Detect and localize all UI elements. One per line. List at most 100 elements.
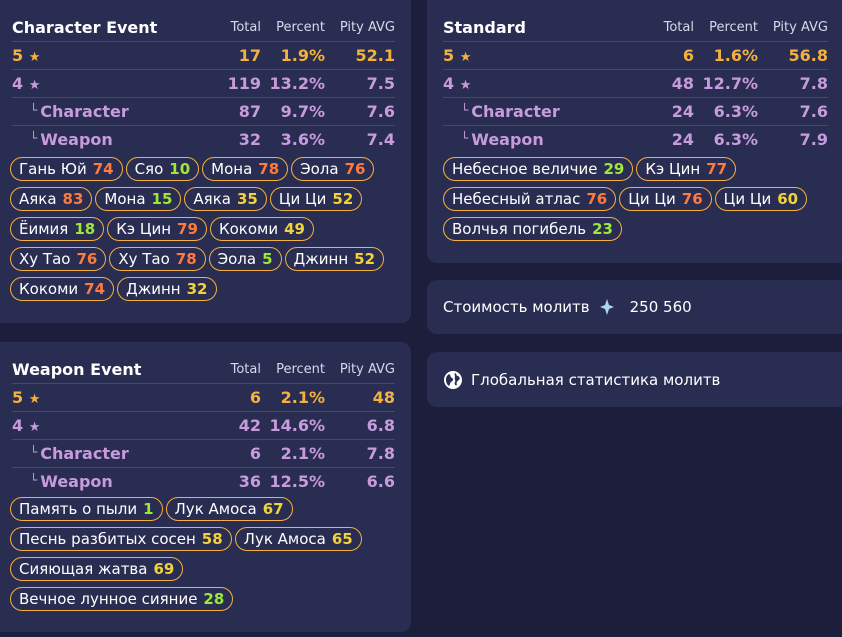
chip-name: Мона	[211, 160, 253, 178]
percent-value: 13.2%	[269, 74, 325, 93]
row-label: Weapon	[471, 130, 544, 149]
branch-icon: └	[30, 131, 38, 145]
globe-icon	[443, 370, 471, 390]
item-chip: Джинн 52	[284, 247, 385, 271]
pity-value: 7.6	[799, 102, 828, 121]
pity-value: 7.4	[366, 130, 395, 149]
chip-name: Кэ Цин	[116, 220, 172, 238]
row-label: Weapon	[40, 130, 113, 149]
item-chip: Песнь разбитых сосен 58	[10, 527, 232, 551]
chip-pity-count: 10	[169, 160, 191, 178]
rarity-label: 5	[443, 46, 455, 65]
chip-name: Аяка	[193, 190, 231, 208]
chip-pity-count: 58	[201, 530, 223, 548]
total-value: 119	[227, 74, 261, 93]
header-percent: Percent	[276, 362, 325, 377]
item-chip: Кокоми 74	[10, 277, 115, 301]
row-label: Weapon	[40, 472, 113, 491]
chip-pity-count: 52	[332, 190, 354, 208]
row-4-star-weapon: └ Weapon 36 12.5% 6.6	[12, 467, 395, 495]
rarity-label: 5	[12, 46, 24, 65]
item-chip: Аяка 35	[184, 187, 267, 211]
chip-pity-count: 5	[262, 250, 273, 268]
item-chip: Сияющая жатва 69	[10, 557, 184, 581]
star-icon: ★	[28, 78, 41, 93]
percent-value: 2.1%	[280, 444, 325, 463]
item-chip: Кэ Цин 77	[636, 157, 737, 181]
total-value: 42	[238, 416, 261, 435]
table-header: Character Event Total Percent Pity AVG	[12, 14, 395, 41]
chip-pity-count: 78	[258, 160, 280, 178]
chip-pity-count: 60	[777, 190, 799, 208]
row-5-star: 5 ★ 6 1.6% 56.8	[443, 41, 828, 69]
chip-pity-count: 65	[331, 530, 353, 548]
percent-value: 12.5%	[269, 472, 325, 491]
percent-value: 6.3%	[713, 130, 758, 149]
header-pity: Pity AVG	[772, 20, 828, 35]
five-star-chip-list: Гань Юй 74 Сяо 10 Мона 78 Эола 76 Аяка 83 Мона 15 Ая…	[10, 157, 401, 304]
percent-value: 2.1%	[280, 388, 325, 407]
chip-name: Кокоми	[218, 220, 279, 238]
primogem-icon	[599, 299, 622, 315]
rarity-label: 4	[12, 74, 24, 93]
total-value: 24	[671, 102, 694, 121]
chip-pity-count: 18	[74, 220, 96, 238]
standard-table: Standard Total Percent Pity AVG 5 ★ 6 1.…	[443, 14, 828, 153]
chip-name: Песнь разбитых сосен	[19, 530, 196, 548]
pity-value: 56.8	[788, 46, 828, 65]
chip-pity-count: 29	[603, 160, 625, 178]
five-star-chip-list: Небесное величие 29 Кэ Цин 77 Небесный атлас…	[443, 157, 832, 244]
chip-name: Ци Ци	[278, 190, 327, 208]
table-header: Weapon Event Total Percent Pity AVG	[12, 356, 395, 383]
chip-name: Кэ Цин	[645, 160, 701, 178]
branch-icon: └	[30, 103, 38, 117]
global-stats-card[interactable]: Глобальная статистика молитв	[427, 352, 842, 407]
branch-icon: └	[30, 445, 38, 459]
chip-pity-count: 76	[681, 190, 703, 208]
star-icon: ★	[28, 50, 41, 65]
pity-value: 7.6	[366, 102, 395, 121]
table-header: Standard Total Percent Pity AVG	[443, 14, 828, 41]
row-4-star-character: └ Character 87 9.7% 7.6	[12, 97, 395, 125]
chip-name: Ци Ци	[628, 190, 676, 208]
item-chip: Эола 76	[291, 157, 375, 181]
total-value: 87	[238, 102, 261, 121]
star-icon: ★	[28, 392, 41, 407]
item-chip: Джинн 32	[117, 277, 217, 301]
item-chip: Сяо 10	[125, 157, 200, 181]
chip-pity-count: 74	[84, 280, 106, 298]
chip-pity-count: 35	[236, 190, 258, 208]
chip-name: Небесное величие	[452, 160, 598, 178]
item-chip: Мона 15	[95, 187, 182, 211]
pity-value: 7.9	[799, 130, 828, 149]
item-chip: Мона 78	[202, 157, 289, 181]
item-chip: Кокоми 49	[209, 217, 314, 241]
total-value: 6	[249, 388, 261, 407]
section-title: Weapon Event	[12, 360, 142, 379]
row-4-star-character: └ Character 24 6.3% 7.6	[443, 97, 828, 125]
star-icon: ★	[28, 420, 41, 435]
chip-name: Небесный атлас	[452, 190, 581, 208]
chip-pity-count: 69	[153, 560, 175, 578]
percent-value: 12.7%	[702, 74, 758, 93]
wish-cost-card: Стоимость молитв 250 560	[427, 280, 842, 334]
global-stats-link[interactable]: Глобальная статистика молитв	[471, 370, 721, 389]
header-total: Total	[230, 20, 261, 35]
pity-value: 52.1	[355, 46, 395, 65]
row-4-star-character: └ Character 6 2.1% 7.8	[12, 439, 395, 467]
item-chip: Лук Амоса 67	[165, 497, 293, 521]
rarity-label: 5	[12, 388, 24, 407]
chip-name: Эола	[300, 160, 339, 178]
chip-name: Ху Тао	[118, 250, 170, 268]
percent-value: 9.7%	[280, 102, 325, 121]
chip-pity-count: 76	[76, 250, 98, 268]
character-event-card: Character Event Total Percent Pity AVG 5…	[0, 0, 411, 323]
pity-value: 7.8	[799, 74, 828, 93]
total-value: 24	[671, 130, 694, 149]
pity-value: 48	[372, 388, 395, 407]
rarity-label: 4	[12, 416, 24, 435]
branch-icon: └	[461, 103, 469, 117]
item-chip: Эола 5	[208, 247, 282, 271]
chip-pity-count: 77	[706, 160, 728, 178]
rarity-label: 4	[443, 74, 455, 93]
